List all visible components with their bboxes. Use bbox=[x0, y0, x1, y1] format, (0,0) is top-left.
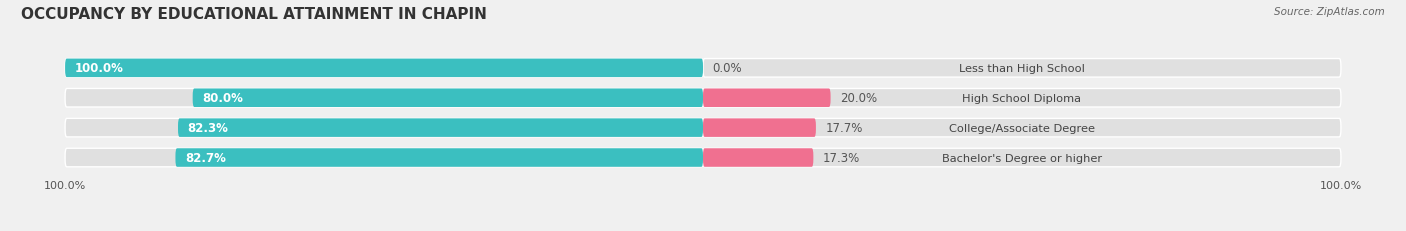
Text: 20.0%: 20.0% bbox=[841, 92, 877, 105]
Text: Less than High School: Less than High School bbox=[959, 64, 1085, 73]
Text: 17.3%: 17.3% bbox=[823, 151, 860, 164]
FancyBboxPatch shape bbox=[703, 149, 813, 167]
FancyBboxPatch shape bbox=[703, 89, 1341, 108]
FancyBboxPatch shape bbox=[179, 119, 703, 137]
FancyBboxPatch shape bbox=[176, 149, 703, 167]
FancyBboxPatch shape bbox=[703, 119, 1341, 137]
FancyBboxPatch shape bbox=[65, 89, 703, 108]
Text: 100.0%: 100.0% bbox=[1320, 180, 1362, 190]
FancyBboxPatch shape bbox=[65, 59, 703, 78]
FancyBboxPatch shape bbox=[703, 149, 1341, 167]
Text: High School Diploma: High School Diploma bbox=[963, 93, 1081, 103]
Text: Bachelor's Degree or higher: Bachelor's Degree or higher bbox=[942, 153, 1102, 163]
FancyBboxPatch shape bbox=[703, 119, 815, 137]
Text: 82.7%: 82.7% bbox=[186, 151, 226, 164]
Text: OCCUPANCY BY EDUCATIONAL ATTAINMENT IN CHAPIN: OCCUPANCY BY EDUCATIONAL ATTAINMENT IN C… bbox=[21, 7, 486, 22]
FancyBboxPatch shape bbox=[193, 89, 703, 108]
Text: 17.7%: 17.7% bbox=[825, 122, 863, 134]
Text: 100.0%: 100.0% bbox=[75, 62, 124, 75]
FancyBboxPatch shape bbox=[65, 119, 703, 137]
Text: 80.0%: 80.0% bbox=[202, 92, 243, 105]
Text: 82.3%: 82.3% bbox=[187, 122, 228, 134]
FancyBboxPatch shape bbox=[65, 149, 703, 167]
Legend: Owner-occupied, Renter-occupied: Owner-occupied, Renter-occupied bbox=[576, 226, 830, 231]
Text: College/Associate Degree: College/Associate Degree bbox=[949, 123, 1095, 133]
Text: Source: ZipAtlas.com: Source: ZipAtlas.com bbox=[1274, 7, 1385, 17]
FancyBboxPatch shape bbox=[703, 59, 1341, 78]
Text: 0.0%: 0.0% bbox=[713, 62, 742, 75]
FancyBboxPatch shape bbox=[703, 89, 831, 108]
Text: 100.0%: 100.0% bbox=[44, 180, 86, 190]
FancyBboxPatch shape bbox=[65, 59, 703, 78]
